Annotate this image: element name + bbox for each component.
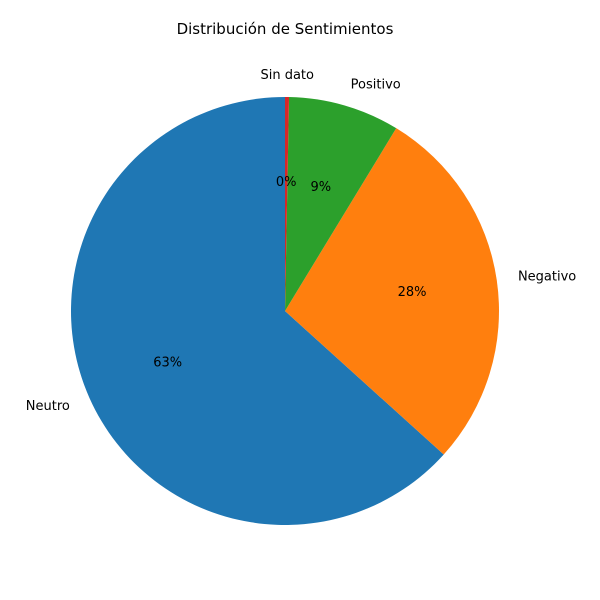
percent-label-negativo: 28% [398,285,427,300]
percent-label-sin-dato: 0% [276,175,297,190]
pie-slice-neutro [70,97,444,525]
percent-label-positivo: 9% [311,180,332,195]
slice-label-negativo: Negativo [518,270,576,285]
percent-label-neutro: 63% [153,356,182,371]
pie-slice-sin-dato [285,97,290,311]
slice-label-sin-dato: Sin dato [260,68,314,83]
pie-labels: Neutro 63% Negativo 28% Positivo 9% Sin dato 0% [26,68,577,414]
pie-slice-positivo [285,97,397,311]
pie-slice-negativo [285,128,499,455]
slice-label-neutro: Neutro [26,399,70,414]
slice-label-positivo: Positivo [351,77,401,92]
pie-slices [70,97,499,525]
chart-title: Distribución de Sentimientos [177,20,394,38]
